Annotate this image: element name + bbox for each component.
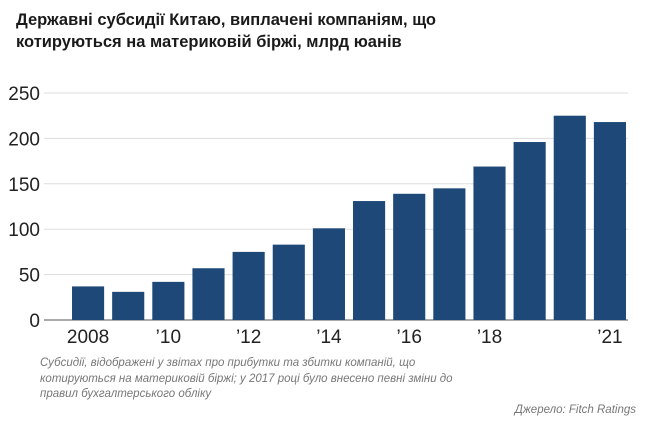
y-tick-label: 0 — [29, 311, 40, 332]
y-tick-label: 200 — [8, 129, 40, 150]
x-tick-label: 2008 — [67, 327, 109, 348]
bar — [433, 188, 466, 320]
source-credit: Джерело: Fitch Ratings — [514, 404, 636, 416]
bar — [353, 201, 386, 320]
bar — [152, 281, 185, 320]
chart-title-line-1: Державні субсидії Китаю, виплачені компа… — [16, 11, 436, 29]
y-tick-label: 250 — [8, 84, 40, 105]
bar — [232, 251, 265, 320]
x-tick-label: ’10 — [156, 327, 181, 348]
bar — [513, 142, 546, 320]
bar — [112, 291, 145, 320]
x-tick-label: ’18 — [477, 327, 502, 348]
bar — [473, 166, 506, 320]
y-tick-label: 150 — [8, 175, 40, 196]
y-tick-label: 100 — [8, 220, 40, 241]
chart-footnote: Субсидії, відображені у звітах про прибу… — [40, 357, 453, 400]
bar — [393, 193, 426, 320]
x-tick-label: ’16 — [397, 327, 422, 348]
bar — [593, 122, 626, 320]
chart-title: Державні субсидії Китаю, виплачені компа… — [16, 9, 636, 53]
bar — [312, 228, 345, 320]
bar — [192, 268, 225, 320]
y-tick-label: 50 — [19, 266, 40, 287]
x-tick-label: ’12 — [236, 327, 261, 348]
bar — [72, 286, 105, 320]
x-tick-label: ’21 — [597, 327, 622, 348]
chart-title-line-2: котируються на материковій біржі, млрд ю… — [16, 33, 402, 51]
bar — [553, 115, 586, 320]
bar — [272, 244, 305, 320]
x-tick-label: ’14 — [316, 327, 342, 348]
